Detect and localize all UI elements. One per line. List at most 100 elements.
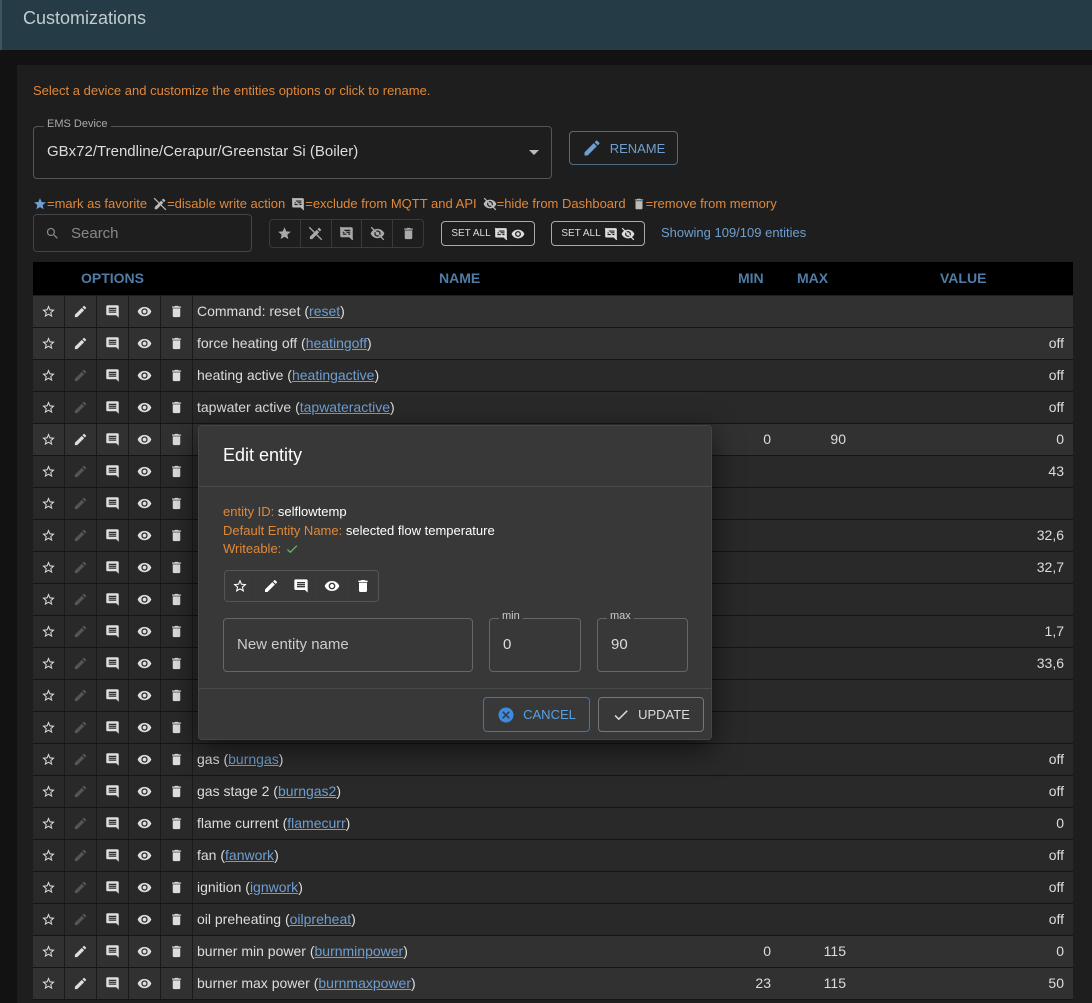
filter-button[interactable] [362, 220, 394, 247]
option-button[interactable] [129, 680, 161, 711]
option-button[interactable] [161, 488, 193, 519]
option-button[interactable] [33, 552, 65, 583]
name-input[interactable] [223, 618, 473, 672]
option-button[interactable] [129, 296, 161, 327]
option-button[interactable] [65, 712, 97, 743]
option-button[interactable] [65, 776, 97, 807]
entity-id-link[interactable]: tapwateractive [295, 399, 395, 415]
option-button[interactable] [65, 456, 97, 487]
option-button[interactable] [97, 776, 129, 807]
option-button[interactable] [129, 328, 161, 359]
option-button[interactable] [161, 360, 193, 391]
option-button[interactable] [129, 648, 161, 679]
option-button[interactable] [33, 456, 65, 487]
option-button[interactable] [161, 904, 193, 935]
option-button[interactable] [129, 360, 161, 391]
option-button[interactable] [129, 712, 161, 743]
option-button[interactable] [33, 904, 65, 935]
option-button[interactable] [65, 744, 97, 775]
option-button[interactable] [161, 776, 193, 807]
option-button[interactable] [129, 776, 161, 807]
option-button[interactable] [97, 712, 129, 743]
option-button[interactable] [97, 840, 129, 871]
option-button[interactable] [129, 968, 161, 999]
set-all-button[interactable]: SET ALL [551, 221, 645, 246]
rename-button[interactable]: RENAME [569, 131, 678, 165]
option-button[interactable] [97, 648, 129, 679]
option-button[interactable] [33, 744, 65, 775]
option-button[interactable] [33, 968, 65, 999]
option-button[interactable] [33, 392, 65, 423]
option-button[interactable] [161, 680, 193, 711]
filter-button[interactable] [270, 220, 301, 247]
option-button[interactable] [65, 680, 97, 711]
option-button[interactable] [287, 571, 318, 601]
column-header[interactable]: MAX [797, 270, 829, 286]
option-button[interactable] [65, 808, 97, 839]
entity-id-link[interactable]: heatingoff [301, 335, 372, 351]
option-button[interactable] [97, 808, 129, 839]
min-input[interactable] [489, 618, 581, 672]
option-button[interactable] [129, 424, 161, 455]
option-button[interactable] [161, 968, 193, 999]
option-button[interactable] [129, 616, 161, 647]
option-button[interactable] [97, 744, 129, 775]
option-button[interactable] [161, 744, 193, 775]
option-button[interactable] [65, 872, 97, 903]
filter-button[interactable] [332, 220, 363, 247]
option-button[interactable] [65, 552, 97, 583]
option-button[interactable] [161, 456, 193, 487]
option-button[interactable] [97, 360, 129, 391]
option-button[interactable] [97, 904, 129, 935]
option-button[interactable] [65, 616, 97, 647]
option-button[interactable] [161, 392, 193, 423]
option-button[interactable] [129, 936, 161, 967]
option-button[interactable] [65, 488, 97, 519]
option-button[interactable] [161, 424, 193, 455]
option-button[interactable] [161, 840, 193, 871]
option-button[interactable] [97, 872, 129, 903]
option-button[interactable] [348, 571, 378, 601]
option-button[interactable] [33, 424, 65, 455]
option-button[interactable] [33, 520, 65, 551]
option-button[interactable] [129, 552, 161, 583]
option-button[interactable] [129, 904, 161, 935]
option-button[interactable] [33, 936, 65, 967]
option-button[interactable] [97, 488, 129, 519]
option-button[interactable] [225, 571, 256, 601]
option-button[interactable] [65, 648, 97, 679]
option-button[interactable] [33, 808, 65, 839]
option-button[interactable] [33, 776, 65, 807]
option-button[interactable] [97, 584, 129, 615]
option-button[interactable] [33, 328, 65, 359]
filter-button[interactable] [301, 220, 332, 247]
entity-id-link[interactable]: reset [304, 303, 344, 319]
option-button[interactable] [161, 712, 193, 743]
option-button[interactable] [129, 744, 161, 775]
option-button[interactable] [65, 904, 97, 935]
option-button[interactable] [129, 488, 161, 519]
option-button[interactable] [33, 296, 65, 327]
column-header[interactable]: MIN [738, 270, 764, 286]
option-button[interactable] [161, 296, 193, 327]
option-button[interactable] [65, 424, 97, 455]
option-button[interactable] [97, 520, 129, 551]
option-button[interactable] [65, 296, 97, 327]
option-button[interactable] [33, 872, 65, 903]
option-button[interactable] [129, 840, 161, 871]
option-button[interactable] [65, 936, 97, 967]
option-button[interactable] [129, 584, 161, 615]
option-button[interactable] [33, 648, 65, 679]
option-button[interactable] [65, 520, 97, 551]
option-button[interactable] [161, 520, 193, 551]
entity-id-link[interactable]: burngas2 [273, 783, 341, 799]
option-button[interactable] [33, 840, 65, 871]
option-button[interactable] [97, 424, 129, 455]
option-button[interactable] [161, 808, 193, 839]
set-all-button[interactable]: SET ALL [441, 221, 535, 246]
option-button[interactable] [33, 488, 65, 519]
option-button[interactable] [129, 872, 161, 903]
option-button[interactable] [256, 571, 287, 601]
option-button[interactable] [317, 571, 349, 601]
option-button[interactable] [97, 296, 129, 327]
